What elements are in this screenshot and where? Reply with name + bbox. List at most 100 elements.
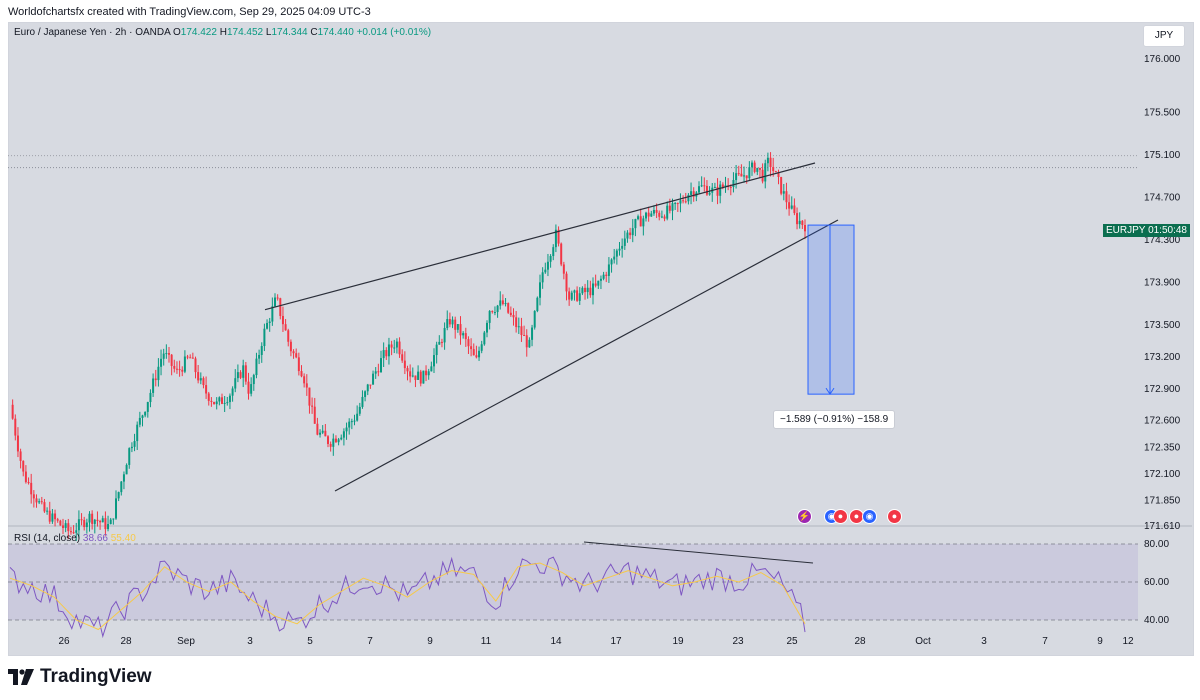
- candle-body: [342, 431, 345, 438]
- candle-body: [80, 519, 83, 521]
- candle-body: [231, 388, 234, 396]
- flag-icon[interactable]: ◉: [862, 509, 877, 524]
- x-tick-label: 3: [247, 636, 253, 647]
- candle-body: [35, 498, 38, 503]
- candle-body: [554, 229, 557, 248]
- candle-body: [732, 180, 735, 187]
- rsi-ma-value: 55.40: [110, 533, 136, 544]
- tradingview-logo-icon: [8, 669, 34, 685]
- flag-icon[interactable]: ●: [887, 509, 902, 524]
- candle-body: [308, 387, 311, 406]
- x-tick-label: Sep: [177, 636, 195, 647]
- open-label: O: [173, 27, 181, 38]
- candle-body: [125, 464, 128, 475]
- candle-body: [263, 328, 266, 347]
- candle-body: [668, 205, 671, 211]
- candle-body: [69, 531, 72, 533]
- y-tick-label: 175.100: [1144, 150, 1181, 161]
- x-tick-label: 5: [307, 636, 313, 647]
- candle-body: [645, 212, 647, 219]
- candle-body: [329, 443, 332, 447]
- candle-body: [427, 371, 430, 376]
- x-tick-label: 14: [550, 636, 562, 647]
- lightning-icon[interactable]: ⚡: [797, 509, 812, 524]
- candle-body: [385, 350, 388, 357]
- candle-body: [568, 291, 571, 300]
- candle-body: [650, 213, 653, 217]
- candle-body: [475, 355, 478, 358]
- candle-body: [446, 319, 449, 329]
- y-tick-label: 173.200: [1144, 352, 1181, 363]
- watermark-header: Worldofchartsfx created with TradingView…: [8, 6, 371, 18]
- candle-body: [676, 203, 679, 205]
- candle-body: [798, 220, 801, 225]
- candle-body: [327, 436, 329, 444]
- candle-body: [462, 333, 465, 336]
- candle-body: [401, 354, 404, 361]
- candle-body: [311, 405, 314, 407]
- candle-body: [130, 446, 133, 449]
- candle-body: [162, 353, 165, 359]
- candle-body: [279, 298, 282, 316]
- candle-body: [703, 185, 706, 187]
- currency-button[interactable]: JPY: [1143, 25, 1185, 47]
- candle-body: [395, 341, 398, 348]
- candle-body: [719, 184, 722, 196]
- candle-body: [32, 494, 35, 499]
- candle-body: [756, 167, 759, 172]
- y-tick-label: 175.500: [1144, 107, 1181, 118]
- candlestick-chart[interactable]: 176.000 175.500 175.100 174.700 174.300 173.9…: [8, 22, 1192, 654]
- candle-body: [509, 312, 512, 316]
- x-tick-label: 26: [58, 636, 70, 647]
- candle-body: [345, 427, 348, 432]
- candle-body: [157, 366, 160, 381]
- rsi-value: 38.66: [82, 533, 108, 544]
- candle-body: [507, 303, 510, 313]
- candle-body: [438, 341, 441, 345]
- candle-body: [793, 205, 796, 214]
- candle-body: [319, 432, 322, 435]
- candle-body: [398, 341, 401, 355]
- x-tick-label: Oct: [915, 636, 931, 647]
- candle-body: [515, 317, 518, 328]
- candle-body: [136, 424, 139, 442]
- candle-body: [305, 383, 308, 388]
- candle-body: [170, 354, 173, 366]
- candle-body: [737, 173, 740, 175]
- candle-body: [109, 519, 112, 525]
- candle-body: [422, 370, 425, 384]
- candle-body: [788, 202, 791, 209]
- flag-icon[interactable]: ●: [849, 509, 864, 524]
- candle-body: [250, 384, 253, 394]
- candle-body: [377, 371, 380, 373]
- candle-body: [292, 351, 295, 354]
- candle-body: [213, 401, 216, 405]
- candle-body: [289, 341, 292, 352]
- candle-body: [652, 209, 655, 214]
- candle-body: [560, 243, 563, 265]
- candle-body: [549, 256, 552, 262]
- candle-body: [358, 406, 361, 414]
- candle-body: [430, 366, 433, 372]
- candle-body: [578, 293, 581, 301]
- measure-box: [807, 224, 855, 395]
- candle-body: [478, 350, 481, 358]
- y-tick-label: 172.900: [1144, 384, 1181, 395]
- chart-frame[interactable]: [8, 22, 1194, 656]
- candle-body: [112, 518, 115, 520]
- x-tick-label: 25: [786, 636, 798, 647]
- candle-body: [67, 523, 70, 532]
- candle-body: [796, 213, 799, 225]
- candle-body: [419, 371, 422, 384]
- rsi-level-label: 60.00: [1144, 577, 1169, 588]
- candle-body: [639, 216, 642, 227]
- flag-icon[interactable]: ●: [833, 509, 848, 524]
- candle-body: [138, 417, 141, 425]
- candle-body: [459, 324, 462, 336]
- candle-body: [610, 259, 613, 265]
- measure-arrowhead: [825, 387, 835, 396]
- candle-body: [14, 418, 17, 436]
- candle-body: [499, 300, 502, 306]
- candle-body: [748, 167, 751, 179]
- candle-body: [207, 393, 210, 401]
